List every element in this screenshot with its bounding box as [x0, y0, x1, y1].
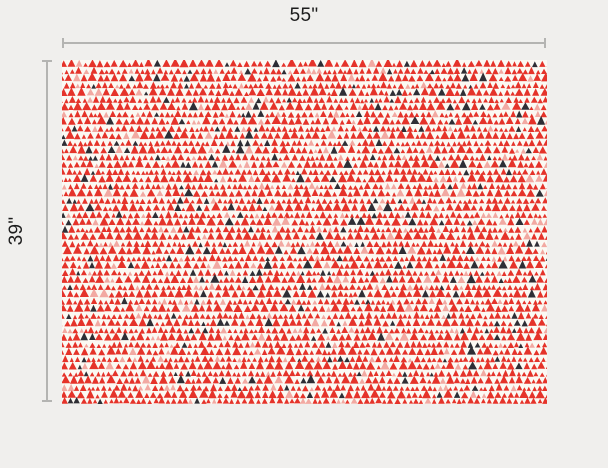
height-dimension-top-cap [42, 60, 52, 62]
width-dimension-line [62, 42, 546, 44]
width-dimension-label: 55" [289, 5, 319, 26]
width-dimension-right-cap [544, 38, 546, 48]
fabric-swatch [62, 60, 547, 404]
height-dimension-label: 39" [6, 216, 27, 246]
width-dimension-left-cap [62, 38, 64, 48]
height-dimension-bottom-cap [42, 400, 52, 402]
triangle-pattern [62, 60, 547, 404]
height-dimension-line [46, 60, 48, 402]
